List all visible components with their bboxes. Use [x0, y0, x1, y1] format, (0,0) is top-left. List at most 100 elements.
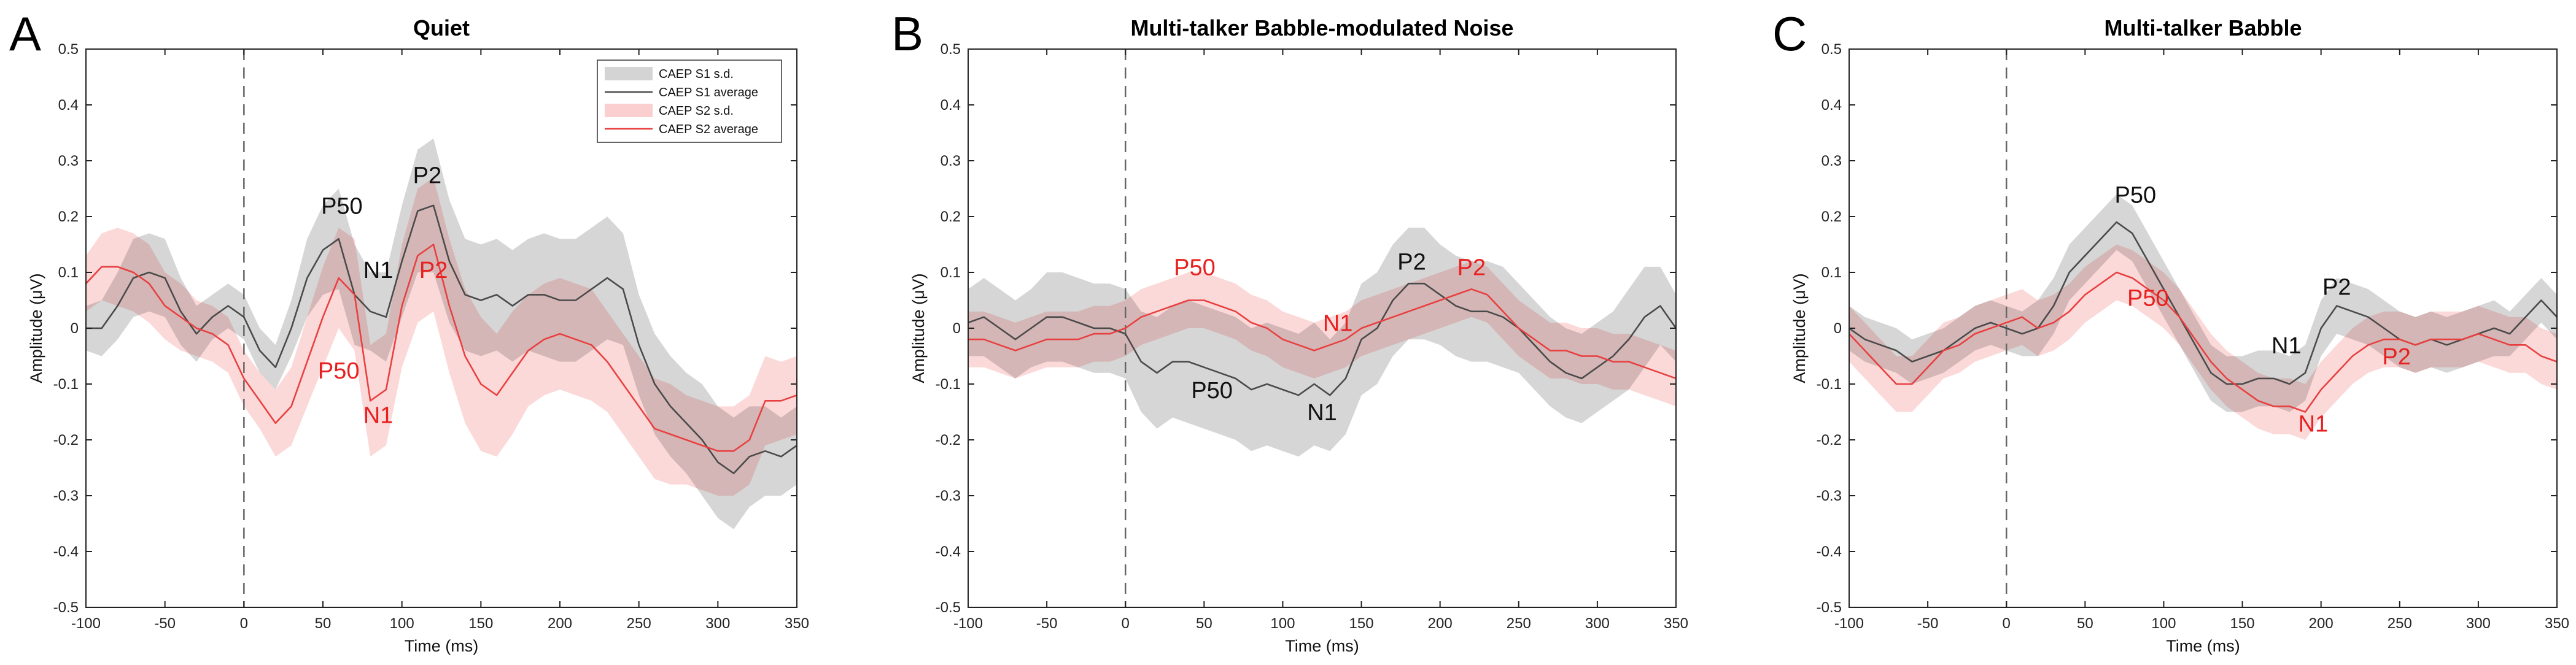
peak-label: P50	[1174, 255, 1216, 281]
peak-label: P50	[321, 193, 363, 219]
x-tick-label: 150	[468, 615, 493, 632]
panel-letter: A	[9, 7, 41, 61]
y-tick-label: -0.5	[936, 599, 961, 616]
panel-title: Multi-talker Babble-modulated Noise	[1130, 15, 1513, 40]
x-tick-label: 200	[2309, 615, 2334, 632]
legend-label: CAEP S2 average	[659, 123, 758, 136]
y-tick-label: 0.4	[1821, 97, 1842, 113]
x-tick-label: 100	[2151, 615, 2176, 632]
panel-title: Multi-talker Babble	[2104, 15, 2302, 40]
x-tick-label: 250	[2388, 615, 2412, 632]
legend-swatch-band	[605, 67, 653, 80]
x-tick-label: 350	[2545, 615, 2569, 632]
x-tick-label: 200	[1428, 615, 1453, 632]
x-tick-label: 300	[1585, 615, 1610, 632]
peak-label: N1	[1307, 400, 1337, 426]
legend-label: CAEP S1 s.d.	[659, 67, 734, 81]
peak-label: N1	[1323, 311, 1353, 337]
y-tick-label: -0.3	[1817, 488, 1842, 504]
y-axis-label: Amplitude (μV)	[909, 273, 928, 383]
y-tick-label: -0.2	[1817, 432, 1842, 448]
y-tick-label: 0.3	[1821, 153, 1842, 169]
y-tick-label: -0.1	[53, 376, 79, 393]
y-tick-label: -0.1	[1817, 376, 1842, 393]
x-tick-label: 300	[705, 615, 730, 632]
y-tick-label: -0.4	[936, 544, 961, 560]
legend: CAEP S1 s.d. CAEP S1 average CAEP S2 s.d. C…	[597, 60, 782, 143]
peak-label: P2	[2382, 344, 2410, 370]
x-tick-label: 0	[2003, 615, 2011, 632]
panel-a: -0.5 -0.4 -0.3 -0.2 -0.1 0 0.1 0.2 0.3 0.4 0.5 -100…	[9, 7, 809, 655]
peak-label: P50	[318, 358, 360, 384]
x-tick-label: -100	[1834, 615, 1864, 632]
y-tick-label: 0.1	[1821, 264, 1842, 281]
peak-label: P50	[2127, 286, 2169, 312]
peak-label: P50	[1191, 378, 1233, 404]
panel-title: Quiet	[413, 15, 470, 40]
y-tick-label: 0	[71, 320, 79, 337]
x-tick-label: -50	[1917, 615, 1939, 632]
peak-label: P50	[2115, 182, 2157, 208]
x-tick-label: 300	[2466, 615, 2491, 632]
peak-label: N1	[363, 258, 394, 283]
x-tick-label: 100	[390, 615, 414, 632]
x-axis-label: Time (ms)	[405, 637, 478, 655]
x-tick-label: 0	[240, 615, 248, 632]
peak-label: P2	[1457, 255, 1486, 281]
x-tick-label: 250	[1507, 615, 1531, 632]
peak-label: P2	[419, 258, 448, 283]
plot-content	[1849, 49, 2557, 607]
sd-band-s1	[86, 138, 797, 529]
x-tick-label: 250	[627, 615, 651, 632]
panel-letter: B	[891, 7, 923, 61]
y-tick-label: -0.4	[53, 544, 79, 560]
x-tick-label: 200	[548, 615, 572, 632]
peak-label: P2	[2322, 274, 2351, 300]
y-tick-label: -0.3	[936, 488, 961, 504]
plot-content	[86, 49, 797, 607]
x-tick-label: 150	[2230, 615, 2255, 632]
sd-band-s2	[968, 261, 1676, 407]
x-tick-label: 50	[2077, 615, 2093, 632]
y-tick-label: 0.3	[941, 153, 961, 169]
average-line-s2	[968, 288, 1676, 380]
y-axis-label: Amplitude (μV)	[1790, 273, 1809, 383]
x-tick-label: 0	[1122, 615, 1130, 632]
y-tick-label: -0.5	[53, 599, 79, 616]
y-tick-label: -0.4	[1817, 544, 1842, 560]
x-axis-label: Time (ms)	[2166, 637, 2240, 655]
y-tick-label: 0.1	[941, 264, 961, 281]
panel-letter: C	[1772, 7, 1807, 61]
y-tick-label: 0.4	[58, 97, 79, 113]
y-tick-label: -0.1	[936, 376, 961, 393]
legend-label: CAEP S1 average	[659, 86, 758, 99]
x-tick-label: 150	[1349, 615, 1374, 632]
panel-b: -0.5 -0.4 -0.3 -0.2 -0.1 0 0.1 0.2 0.3 0.4 0.5 -100…	[891, 7, 1688, 655]
y-tick-label: 0.4	[941, 97, 961, 113]
y-tick-label: -0.5	[1817, 599, 1842, 616]
x-tick-label: -50	[1036, 615, 1058, 632]
x-tick-label: -50	[154, 615, 176, 632]
average-line-s2	[1849, 271, 2557, 413]
peak-label: P2	[413, 163, 441, 188]
legend-label: CAEP S2 s.d.	[659, 104, 734, 118]
legend-swatch-band	[605, 104, 653, 117]
peak-label: N1	[2299, 411, 2329, 437]
y-tick-label: 0.2	[1821, 209, 1842, 225]
y-tick-label: 0.2	[58, 209, 79, 225]
average-line-s1	[968, 282, 1676, 396]
x-tick-label: -100	[953, 615, 983, 632]
y-axis-label: Amplitude (μV)	[27, 273, 45, 383]
x-tick-label: 100	[1270, 615, 1295, 632]
peak-label: P2	[1397, 249, 1426, 275]
y-tick-label: -0.2	[936, 432, 961, 448]
average-line-s2	[86, 244, 797, 452]
x-tick-label: 50	[1196, 615, 1212, 632]
x-tick-label: 350	[785, 615, 809, 632]
panel-c: -0.5 -0.4 -0.3 -0.2 -0.1 0 0.1 0.2 0.3 0.4 0.5 -100…	[1772, 7, 2569, 655]
sd-band-s2	[86, 177, 797, 496]
y-tick-label: 0.1	[58, 264, 79, 281]
sd-band-s2	[1849, 244, 2557, 440]
x-tick-label: 350	[1664, 615, 1688, 632]
